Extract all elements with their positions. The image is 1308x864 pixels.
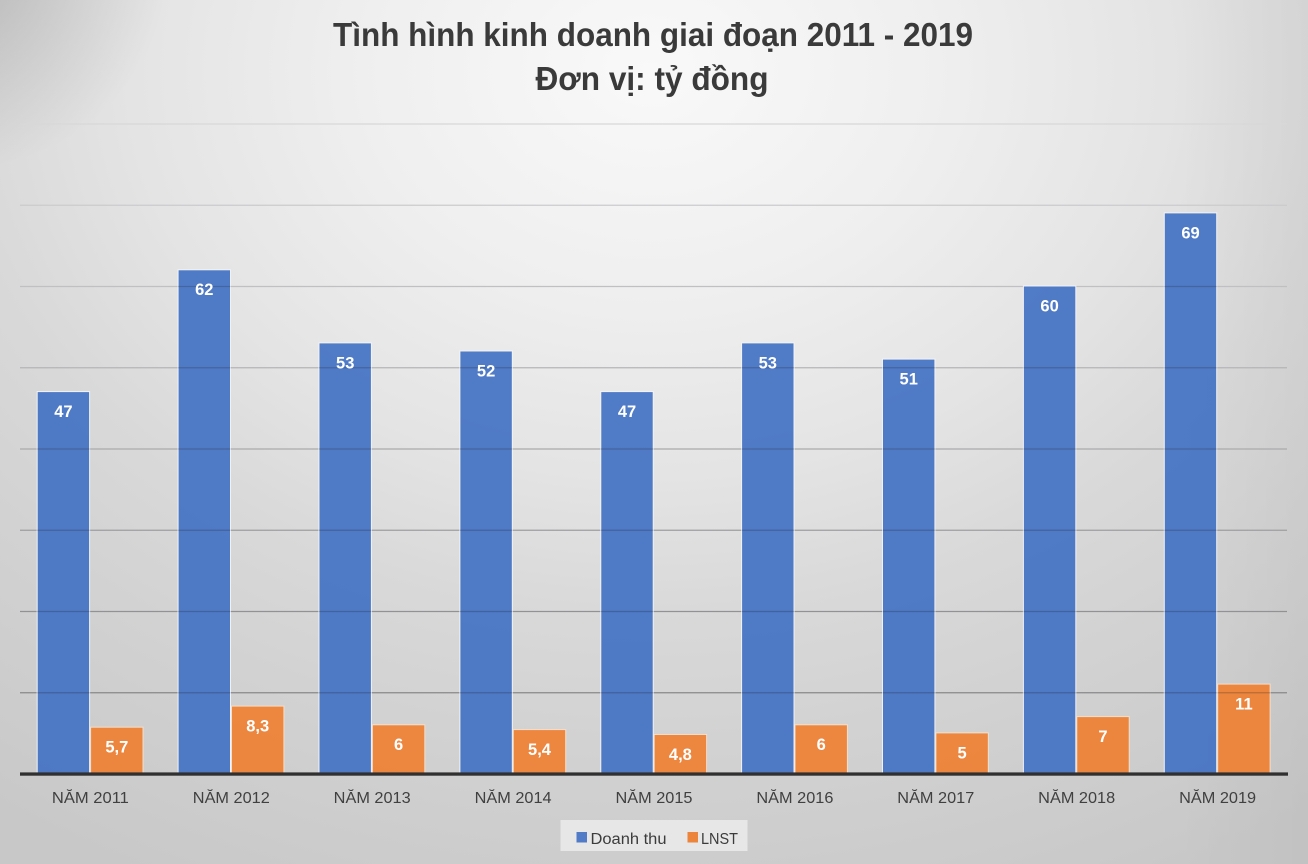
svg-text:NĂM 2018: NĂM 2018: [1038, 788, 1115, 807]
svg-text:52: 52: [477, 362, 495, 380]
svg-text:NĂM 2019: NĂM 2019: [1179, 788, 1256, 807]
svg-text:5,4: 5,4: [528, 741, 552, 759]
svg-text:NĂM 2017: NĂM 2017: [897, 788, 974, 807]
svg-text:NĂM 2013: NĂM 2013: [334, 788, 411, 807]
svg-text:NĂM 2016: NĂM 2016: [756, 788, 833, 807]
svg-text:6: 6: [394, 736, 403, 754]
svg-text:5: 5: [958, 744, 967, 762]
svg-text:Tình hình kinh doanh giai đoạn: Tình hình kinh doanh giai đoạn 2011 - 20…: [333, 16, 973, 53]
svg-text:51: 51: [900, 371, 918, 389]
svg-text:62: 62: [195, 281, 213, 299]
svg-text:7: 7: [1098, 728, 1107, 746]
svg-text:8,3: 8,3: [246, 718, 269, 736]
svg-text:53: 53: [759, 354, 777, 372]
svg-text:Doanh thu: Doanh thu: [591, 831, 667, 848]
svg-text:NĂM 2011: NĂM 2011: [52, 788, 129, 807]
svg-text:60: 60: [1040, 297, 1058, 315]
svg-text:5,7: 5,7: [105, 739, 128, 757]
svg-text:6: 6: [817, 736, 826, 754]
svg-text:11: 11: [1235, 696, 1252, 714]
svg-text:53: 53: [336, 354, 354, 372]
svg-text:Đơn vị: tỷ đồng: Đơn vị: tỷ đồng: [536, 60, 769, 97]
svg-text:NĂM 2015: NĂM 2015: [616, 788, 693, 807]
svg-text:NĂM 2014: NĂM 2014: [475, 788, 552, 807]
svg-text:69: 69: [1181, 224, 1199, 242]
svg-text:47: 47: [618, 403, 636, 421]
svg-text:NĂM 2012: NĂM 2012: [193, 788, 270, 807]
svg-text:47: 47: [54, 403, 72, 421]
svg-text:4,8: 4,8: [669, 746, 692, 764]
svg-text:LNST: LNST: [701, 831, 738, 848]
